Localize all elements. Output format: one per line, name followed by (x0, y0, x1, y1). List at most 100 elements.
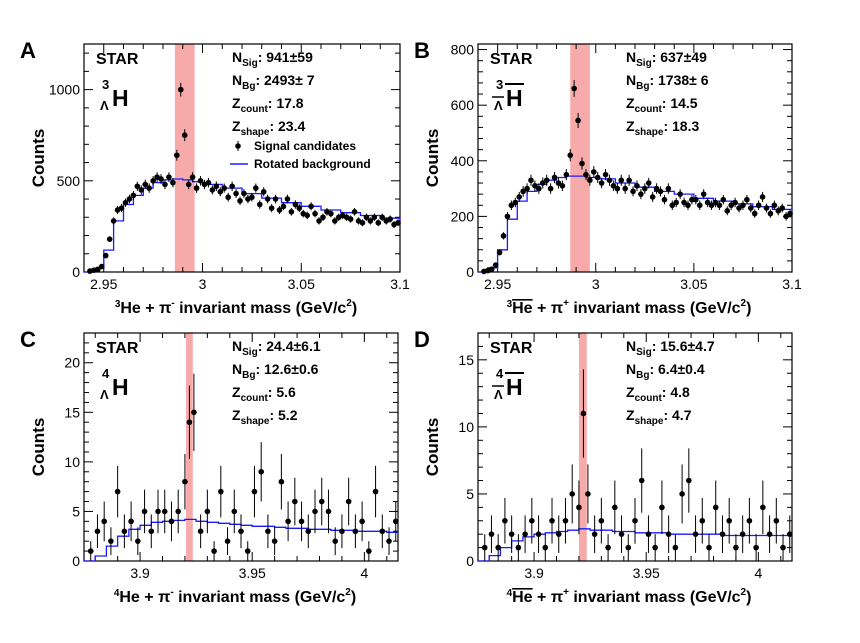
data-marker (375, 219, 382, 226)
panel-c: C 0 5 10 15 20 3.9 3.95 4 Counts 4He + π- invarian… (20, 327, 399, 606)
panel-letter: A (20, 38, 36, 63)
data-point (387, 215, 393, 223)
data-point (759, 191, 766, 202)
data-point (726, 497, 732, 544)
data-marker (712, 199, 719, 206)
data-point (652, 534, 658, 561)
data-point (328, 209, 334, 218)
data-point (622, 183, 628, 194)
y-tick-label: 10 (64, 454, 80, 470)
data-marker (186, 419, 193, 426)
data-point (359, 501, 365, 542)
data-point (320, 213, 326, 221)
data-marker (280, 203, 287, 210)
data-marker (614, 185, 621, 192)
data-marker (352, 528, 359, 535)
data-point (598, 497, 605, 544)
stat-line: NBg: 2493± 7 (232, 72, 315, 92)
data-marker (495, 544, 501, 551)
data-marker (205, 179, 212, 186)
data-marker (591, 531, 598, 537)
data-marker (233, 190, 239, 197)
data-marker (508, 531, 515, 537)
data-point (258, 442, 264, 502)
data-point (712, 197, 719, 208)
data-marker (692, 531, 699, 537)
data-point (375, 219, 382, 227)
x-tick-label: 3.05 (288, 276, 315, 292)
y-tick-label: 10 (458, 419, 474, 435)
data-point (576, 480, 582, 535)
signal-region-band (578, 333, 587, 561)
x-axis-label: 4He + π+ invariant mass (GeV/c2) (507, 587, 752, 606)
data-marker (679, 491, 685, 497)
data-point (325, 489, 332, 534)
data-point (332, 527, 339, 556)
data-point (712, 480, 719, 535)
data-point (495, 534, 501, 561)
data-point (580, 369, 587, 458)
data-marker (304, 212, 310, 219)
data-point (174, 149, 180, 161)
data-marker (555, 531, 562, 537)
data-point (767, 209, 774, 218)
particle-symbol: H (506, 85, 523, 111)
data-marker (716, 202, 723, 209)
data-point (175, 489, 181, 534)
data-point (182, 453, 188, 510)
stat-line: NSig: 637±49 (626, 49, 707, 69)
data-point (522, 515, 528, 553)
data-marker (481, 544, 488, 551)
data-marker (345, 498, 352, 505)
data-point (276, 205, 283, 214)
data-marker (719, 531, 726, 537)
data-marker (189, 174, 196, 180)
data-point (755, 200, 762, 210)
data-point (657, 186, 664, 197)
data-point (304, 211, 310, 220)
data-marker (542, 544, 549, 551)
data-marker (148, 528, 155, 535)
y-tick-label: 15 (458, 352, 474, 368)
data-point (138, 185, 145, 195)
data-marker (708, 202, 715, 209)
data-marker (351, 209, 358, 215)
data-marker (138, 187, 145, 193)
data-point (256, 200, 263, 209)
data-marker (170, 179, 176, 186)
data-point (197, 176, 204, 186)
data-point (225, 192, 231, 202)
data-marker (699, 517, 706, 524)
data-marker (767, 210, 774, 217)
data-point (706, 534, 712, 561)
data-marker (155, 508, 161, 515)
data-point (191, 373, 197, 451)
data-marker (305, 528, 312, 535)
y-tick-label: 20 (64, 355, 80, 371)
data-marker (121, 528, 128, 535)
data-marker (638, 477, 645, 484)
data-point (766, 515, 773, 553)
data-point (563, 169, 570, 181)
data-point (587, 174, 593, 186)
data-point (372, 465, 379, 518)
data-point (162, 179, 168, 190)
data-marker (739, 531, 746, 537)
data-marker (128, 518, 134, 525)
data-marker (328, 210, 334, 217)
data-point (614, 183, 621, 194)
data-point (110, 217, 117, 225)
data-marker (763, 205, 770, 211)
data-point (363, 213, 370, 221)
panel-letter: D (414, 327, 430, 352)
data-marker (122, 199, 129, 206)
data-point (612, 480, 618, 535)
stat-line: NSig: 941±59 (232, 49, 313, 69)
data-point (626, 174, 632, 186)
data-marker (114, 488, 121, 495)
data-marker (634, 183, 640, 189)
stat-line: Zshape: 18.3 (626, 118, 699, 138)
data-point (185, 179, 192, 190)
data-marker (359, 219, 366, 226)
data-point (689, 194, 695, 205)
